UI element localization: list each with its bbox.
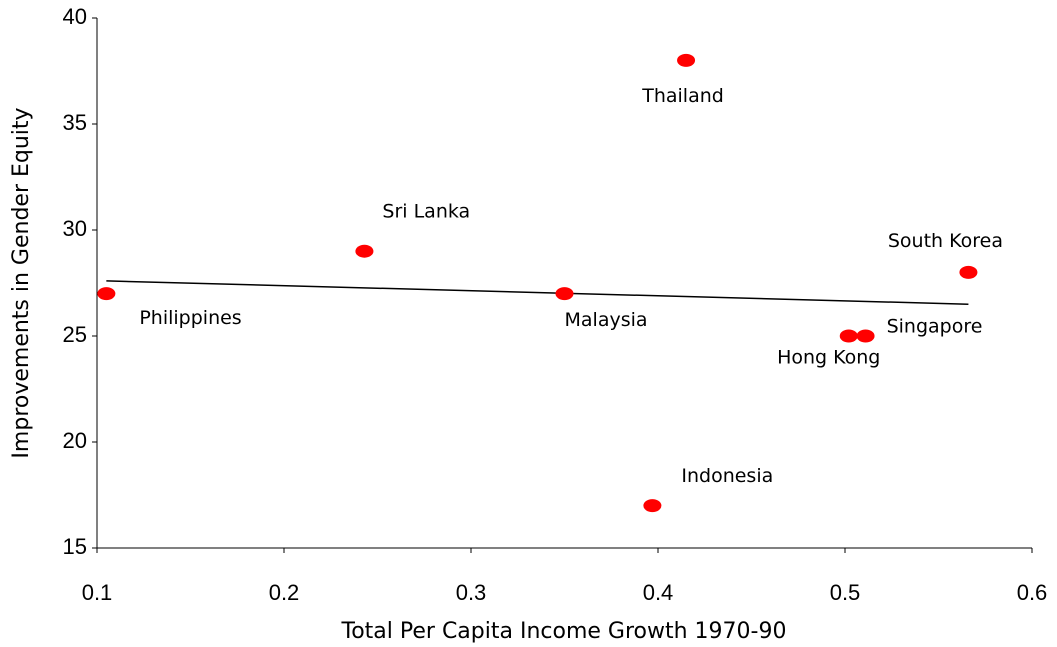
data-point: [97, 287, 116, 301]
data-point: [839, 329, 858, 343]
point-label: Thailand: [641, 85, 724, 107]
point-label: South Korea: [888, 230, 1003, 252]
y-tick-label: 25: [63, 322, 87, 347]
point-label: Hong Kong: [777, 347, 880, 369]
y-tick-label: 20: [63, 428, 87, 453]
x-tick-label: 0.4: [643, 580, 674, 605]
y-tick-label: 15: [63, 534, 87, 559]
data-point: [959, 265, 978, 279]
x-tick-label: 0.6: [1017, 580, 1048, 605]
data-point: [643, 499, 662, 513]
x-tick-label: 0.5: [830, 580, 861, 605]
x-tick-label: 0.1: [82, 580, 113, 605]
x-tick-label: 0.3: [456, 580, 487, 605]
data-point: [677, 53, 696, 67]
trend-line: [106, 280, 969, 305]
x-axis-title: Total Per Capita Income Growth 1970-90: [341, 619, 787, 644]
y-tick-label: 40: [63, 4, 87, 29]
point-label: Indonesia: [681, 465, 773, 487]
data-point: [856, 329, 875, 343]
y-axis-title: Improvements in Gender Equity: [9, 107, 34, 458]
x-tick-label: 0.2: [269, 580, 300, 605]
point-label: Philippines: [139, 307, 241, 329]
point-label: Sri Lanka: [382, 201, 470, 223]
point-label: Malaysia: [565, 309, 648, 331]
point-label: Singapore: [887, 316, 983, 338]
data-point: [555, 287, 574, 301]
y-tick-label: 30: [63, 216, 87, 241]
data-point: [355, 244, 374, 258]
y-tick-label: 35: [63, 110, 87, 135]
